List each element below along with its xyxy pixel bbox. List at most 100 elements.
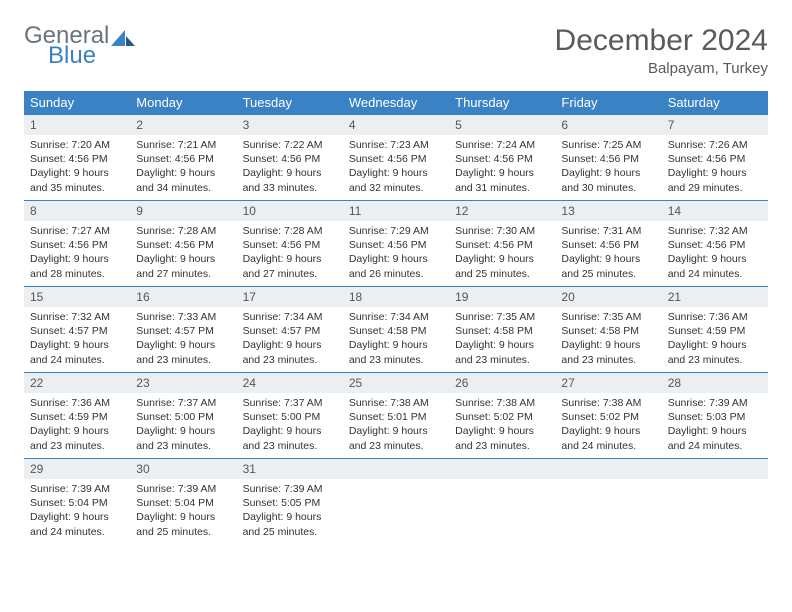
sunrise-text: Sunrise: 7:27 AM — [30, 224, 124, 238]
calendar-day-cell — [449, 459, 555, 545]
daylight-text: Daylight: 9 hours and 23 minutes. — [30, 424, 124, 452]
day-body: Sunrise: 7:37 AMSunset: 5:00 PMDaylight:… — [130, 393, 236, 457]
day-number — [449, 459, 555, 479]
sunset-text: Sunset: 4:56 PM — [455, 238, 549, 252]
day-number: 2 — [130, 115, 236, 135]
calendar-week-row: 29Sunrise: 7:39 AMSunset: 5:04 PMDayligh… — [24, 459, 768, 545]
daylight-text: Daylight: 9 hours and 23 minutes. — [243, 424, 337, 452]
day-number: 20 — [555, 287, 661, 307]
sunrise-text: Sunrise: 7:38 AM — [561, 396, 655, 410]
sunset-text: Sunset: 5:00 PM — [136, 410, 230, 424]
sunrise-text: Sunrise: 7:30 AM — [455, 224, 549, 238]
header: General Blue December 2024 Balpayam, Tur… — [24, 24, 768, 77]
calendar-day-cell: 27Sunrise: 7:38 AMSunset: 5:02 PMDayligh… — [555, 373, 661, 459]
sunset-text: Sunset: 4:56 PM — [30, 238, 124, 252]
calendar-day-cell — [555, 459, 661, 545]
day-number: 13 — [555, 201, 661, 221]
day-body: Sunrise: 7:39 AMSunset: 5:04 PMDaylight:… — [24, 479, 130, 543]
sunset-text: Sunset: 5:05 PM — [243, 496, 337, 510]
day-number: 17 — [237, 287, 343, 307]
sunset-text: Sunset: 4:56 PM — [349, 238, 443, 252]
calendar-day-cell: 14Sunrise: 7:32 AMSunset: 4:56 PMDayligh… — [662, 201, 768, 287]
sunrise-text: Sunrise: 7:36 AM — [668, 310, 762, 324]
daylight-text: Daylight: 9 hours and 25 minutes. — [455, 252, 549, 280]
sunset-text: Sunset: 5:04 PM — [136, 496, 230, 510]
day-number — [555, 459, 661, 479]
day-number: 28 — [662, 373, 768, 393]
calendar-day-cell: 7Sunrise: 7:26 AMSunset: 4:56 PMDaylight… — [662, 115, 768, 201]
day-body: Sunrise: 7:39 AMSunset: 5:05 PMDaylight:… — [237, 479, 343, 543]
sunset-text: Sunset: 4:56 PM — [30, 152, 124, 166]
day-number — [343, 459, 449, 479]
sunrise-text: Sunrise: 7:25 AM — [561, 138, 655, 152]
daylight-text: Daylight: 9 hours and 27 minutes. — [243, 252, 337, 280]
day-number: 27 — [555, 373, 661, 393]
sunrise-text: Sunrise: 7:23 AM — [349, 138, 443, 152]
sunset-text: Sunset: 5:00 PM — [243, 410, 337, 424]
calendar-week-row: 22Sunrise: 7:36 AMSunset: 4:59 PMDayligh… — [24, 373, 768, 459]
sunrise-text: Sunrise: 7:33 AM — [136, 310, 230, 324]
day-body: Sunrise: 7:28 AMSunset: 4:56 PMDaylight:… — [237, 221, 343, 285]
day-body — [449, 479, 555, 529]
daylight-text: Daylight: 9 hours and 23 minutes. — [668, 338, 762, 366]
sunrise-text: Sunrise: 7:29 AM — [349, 224, 443, 238]
day-body: Sunrise: 7:29 AMSunset: 4:56 PMDaylight:… — [343, 221, 449, 285]
calendar-day-cell: 11Sunrise: 7:29 AMSunset: 4:56 PMDayligh… — [343, 201, 449, 287]
calendar-day-cell: 13Sunrise: 7:31 AMSunset: 4:56 PMDayligh… — [555, 201, 661, 287]
daylight-text: Daylight: 9 hours and 27 minutes. — [136, 252, 230, 280]
sunrise-text: Sunrise: 7:32 AM — [30, 310, 124, 324]
sunrise-text: Sunrise: 7:28 AM — [243, 224, 337, 238]
sunset-text: Sunset: 5:03 PM — [668, 410, 762, 424]
calendar-day-cell: 19Sunrise: 7:35 AMSunset: 4:58 PMDayligh… — [449, 287, 555, 373]
sunset-text: Sunset: 4:57 PM — [136, 324, 230, 338]
daylight-text: Daylight: 9 hours and 24 minutes. — [30, 510, 124, 538]
calendar-day-cell — [662, 459, 768, 545]
day-body: Sunrise: 7:36 AMSunset: 4:59 PMDaylight:… — [24, 393, 130, 457]
day-body: Sunrise: 7:36 AMSunset: 4:59 PMDaylight:… — [662, 307, 768, 371]
day-number: 12 — [449, 201, 555, 221]
sunrise-text: Sunrise: 7:39 AM — [30, 482, 124, 496]
day-number: 21 — [662, 287, 768, 307]
calendar-table: SundayMondayTuesdayWednesdayThursdayFrid… — [24, 91, 768, 545]
daylight-text: Daylight: 9 hours and 23 minutes. — [561, 338, 655, 366]
day-body: Sunrise: 7:38 AMSunset: 5:02 PMDaylight:… — [555, 393, 661, 457]
sunrise-text: Sunrise: 7:26 AM — [668, 138, 762, 152]
calendar-week-row: 1Sunrise: 7:20 AMSunset: 4:56 PMDaylight… — [24, 115, 768, 201]
day-body: Sunrise: 7:34 AMSunset: 4:57 PMDaylight:… — [237, 307, 343, 371]
day-body: Sunrise: 7:30 AMSunset: 4:56 PMDaylight:… — [449, 221, 555, 285]
brand-logo: General Blue — [24, 24, 135, 68]
daylight-text: Daylight: 9 hours and 23 minutes. — [136, 338, 230, 366]
calendar-day-cell: 12Sunrise: 7:30 AMSunset: 4:56 PMDayligh… — [449, 201, 555, 287]
sunrise-text: Sunrise: 7:22 AM — [243, 138, 337, 152]
daylight-text: Daylight: 9 hours and 24 minutes. — [561, 424, 655, 452]
sunset-text: Sunset: 4:58 PM — [561, 324, 655, 338]
daylight-text: Daylight: 9 hours and 25 minutes. — [243, 510, 337, 538]
day-number: 24 — [237, 373, 343, 393]
day-body: Sunrise: 7:26 AMSunset: 4:56 PMDaylight:… — [662, 135, 768, 199]
month-title: December 2024 — [555, 24, 768, 58]
day-body: Sunrise: 7:25 AMSunset: 4:56 PMDaylight:… — [555, 135, 661, 199]
daylight-text: Daylight: 9 hours and 31 minutes. — [455, 166, 549, 194]
day-number: 5 — [449, 115, 555, 135]
day-number: 8 — [24, 201, 130, 221]
daylight-text: Daylight: 9 hours and 30 minutes. — [561, 166, 655, 194]
calendar-day-cell: 5Sunrise: 7:24 AMSunset: 4:56 PMDaylight… — [449, 115, 555, 201]
day-number: 10 — [237, 201, 343, 221]
day-body: Sunrise: 7:35 AMSunset: 4:58 PMDaylight:… — [555, 307, 661, 371]
title-block: December 2024 Balpayam, Turkey — [555, 24, 768, 77]
day-number: 18 — [343, 287, 449, 307]
calendar-day-cell: 17Sunrise: 7:34 AMSunset: 4:57 PMDayligh… — [237, 287, 343, 373]
sunrise-text: Sunrise: 7:39 AM — [668, 396, 762, 410]
daylight-text: Daylight: 9 hours and 23 minutes. — [243, 338, 337, 366]
weekday-header: Saturday — [662, 91, 768, 115]
day-body: Sunrise: 7:23 AMSunset: 4:56 PMDaylight:… — [343, 135, 449, 199]
day-body — [555, 479, 661, 529]
daylight-text: Daylight: 9 hours and 25 minutes. — [561, 252, 655, 280]
sunrise-text: Sunrise: 7:37 AM — [136, 396, 230, 410]
sunrise-text: Sunrise: 7:39 AM — [136, 482, 230, 496]
day-body: Sunrise: 7:32 AMSunset: 4:57 PMDaylight:… — [24, 307, 130, 371]
day-body: Sunrise: 7:31 AMSunset: 4:56 PMDaylight:… — [555, 221, 661, 285]
calendar-day-cell: 15Sunrise: 7:32 AMSunset: 4:57 PMDayligh… — [24, 287, 130, 373]
day-number: 25 — [343, 373, 449, 393]
daylight-text: Daylight: 9 hours and 33 minutes. — [243, 166, 337, 194]
